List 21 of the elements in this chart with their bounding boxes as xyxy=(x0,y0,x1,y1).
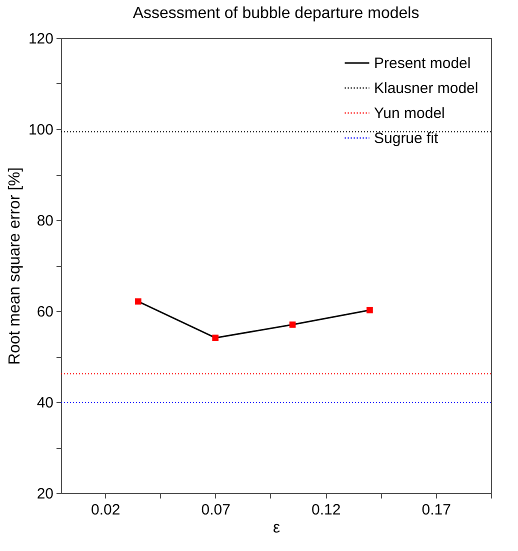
legend-label: Present model xyxy=(374,55,471,72)
point xyxy=(366,306,373,314)
chart-title: Assessment of bubble departure models xyxy=(132,5,420,22)
legend-label: Sugrue fit xyxy=(374,130,440,147)
point xyxy=(289,321,296,328)
point xyxy=(135,298,142,305)
x-axis-title: ε xyxy=(272,520,280,536)
y-tick-label: 120 xyxy=(28,30,54,48)
y-tick-label: 60 xyxy=(36,304,54,320)
x-tick-label: 0.17 xyxy=(422,502,451,518)
y-tick-label: 20 xyxy=(36,486,54,502)
x-tick-label: 0.02 xyxy=(91,502,120,518)
x-tick-label: 0.12 xyxy=(312,502,341,518)
y-tick-label: 100 xyxy=(28,122,54,138)
point xyxy=(212,334,219,342)
x-tick-label: 0.07 xyxy=(201,502,230,518)
y-axis-title: Root mean square error [%] xyxy=(6,167,24,365)
y-tick-label: 80 xyxy=(36,212,54,230)
legend-label: Klausner model xyxy=(374,80,478,97)
y-tick-label: 40 xyxy=(36,394,54,412)
legend-label: Yun model xyxy=(374,105,445,122)
